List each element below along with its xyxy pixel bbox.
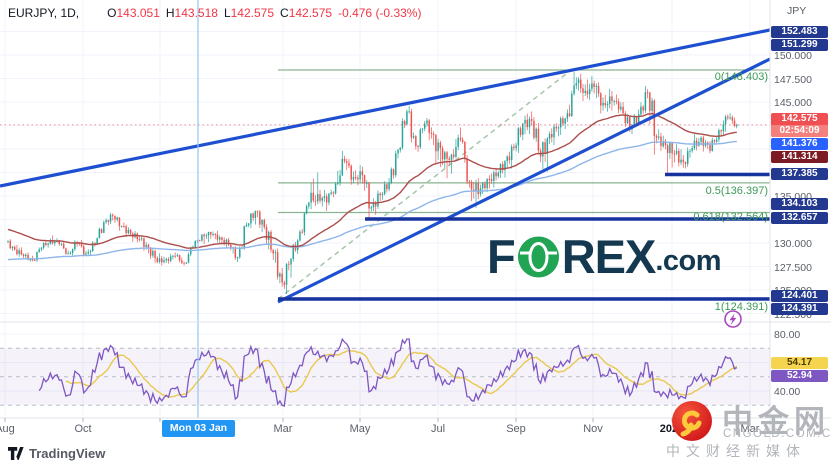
flash-icon[interactable] [724,310,742,328]
badge-value: 52.94 [786,369,813,381]
cngold-circle-icon [672,401,712,441]
fib-label-0[interactable]: 0(148.403) [714,71,768,83]
price-axis-badge: 137.385 [771,167,828,180]
ohlc-o-label: O [107,6,117,20]
time-label-may: May [349,423,371,435]
time-label-mar: Mar [273,423,293,435]
price-axis-badge: 151.299 [771,38,828,51]
forex-globe-icon [517,236,559,278]
rsi-tick: 80.00 [774,329,801,341]
price-tick: 130.000 [774,238,812,250]
fib-label-0_5[interactable]: 0.5(136.397) [705,185,768,197]
ohlc-h-label: H [165,6,175,20]
ohlc-l-value: 142.575 [230,6,275,20]
tradingview-attribution[interactable]: TradingView [8,446,105,461]
time-label-oct: Oct [74,423,92,435]
price-axis-badge: 124.391 [771,302,828,315]
badge-value: 142.575 [781,112,818,124]
ohlc-c-label: C [280,6,289,20]
time-label-jul: Jul [430,423,446,435]
ohlc-l-label: L [223,6,231,20]
price-axis-unit: JPY [787,5,807,17]
price-tick: 147.500 [774,73,812,86]
time-label-nov: Nov [583,423,603,435]
symbol-ohlc-row[interactable]: EURJPY, 1D, O143.051 H143.518 L142.575 C142.… [8,6,421,20]
forex-dotcom: .com [655,245,722,277]
badge-value: 141.376 [781,137,818,149]
badge-value: 141.314 [781,150,818,162]
rsi-tick: 40.00 [774,386,801,398]
price-tick: 127.500 [774,261,812,274]
ohlc-o-value: 143.051 [116,6,160,20]
countdown-timer: 02:54:09 [771,124,828,137]
tradingview-label: TradingView [29,446,106,461]
forex-letters-rex: REX [561,230,657,283]
badge-value: 137.385 [781,167,818,179]
cngold-tagline: 中文财经新媒体 [666,443,806,459]
price-axis-badge: 132.657 [771,212,828,225]
time-label-mar: Mar [740,423,760,435]
ohlc-h-value: 143.518 [174,6,218,20]
price-axis-badge: 134.103 [771,198,828,211]
price-axis-badge: 52.94 [771,369,828,382]
price-axis-badge: 142.575 02:54:09 [771,112,828,137]
badge-value: 124.401 [781,289,818,301]
badge-value: 152.483 [781,25,818,37]
price-axis-badge: 152.483 [771,25,828,38]
ohlc-c-value: 142.575 [288,6,333,20]
badge-value: 134.103 [781,198,818,210]
crosshair-date-badge: Mon 03 Jan '22 [162,420,235,451]
badge-value: 124.391 [781,302,818,314]
badge-value: 151.299 [781,38,818,50]
price-axis-badge: 141.376 [771,137,828,150]
price-axis-badge: 54.17 [771,356,828,369]
cngold-domain: CNGOLD.COM.CN [723,428,831,440]
tradingview-icon [8,446,24,460]
time-label-aug: Aug [0,423,15,435]
price-tick: 150.000 [774,50,812,62]
fib-label-0_618[interactable]: 0.618(132.564) [693,211,768,223]
forex-watermark: F REX .com [487,230,722,283]
price-axis-badge: 124.401 [771,289,828,302]
price-axis-badge: 141.314 [771,150,828,163]
forex-letter-f: F [487,230,516,283]
price-tick: 145.000 [774,97,812,109]
badge-value: 132.657 [781,212,818,224]
cngold-name: 中金网 [722,404,830,439]
badge-value: 54.17 [786,356,813,368]
ohlc-change: -0.476 (-0.33%) [338,6,422,20]
symbol-title: EURJPY, 1D, [8,6,80,20]
fib-label-1[interactable]: 1(124.391) [714,301,768,313]
time-label-sep: Sep [506,423,526,435]
